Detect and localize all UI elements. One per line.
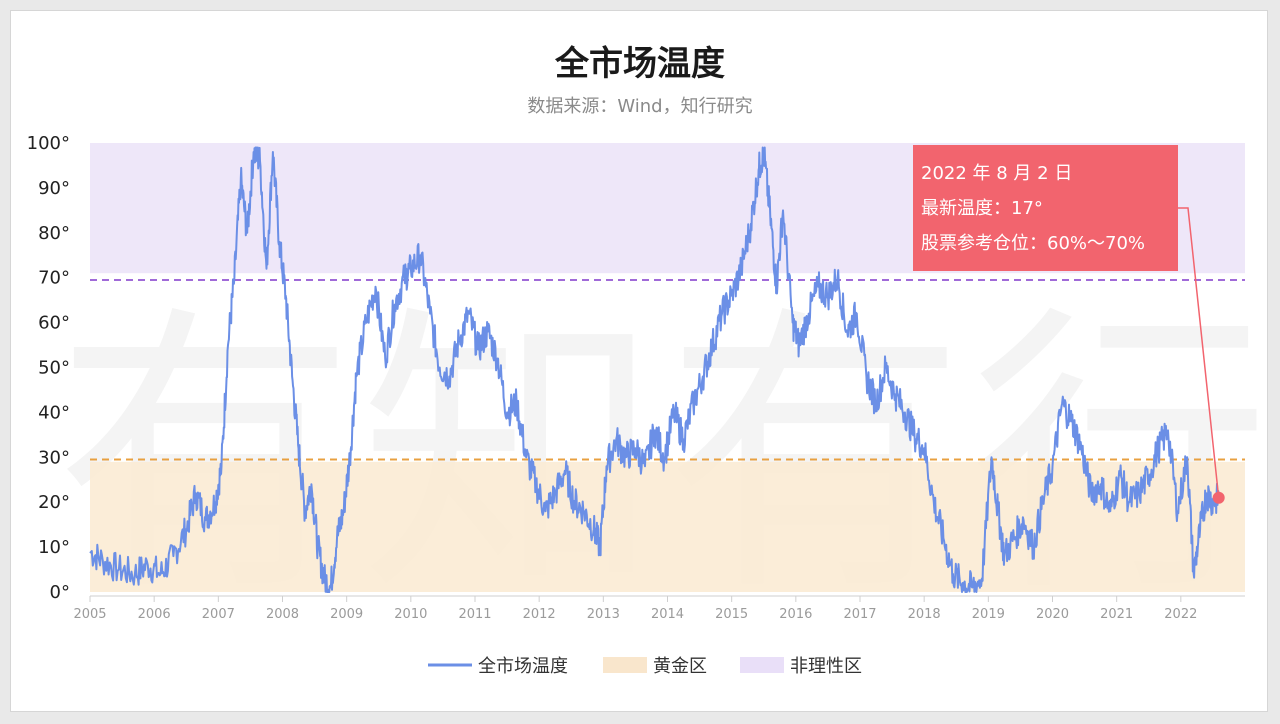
series-line-全市场温度 [89,146,1220,593]
tooltip-pointer-line [1178,207,1220,498]
tooltip-line: 股票参考仓位：60%～70% [921,233,1145,254]
y-tick-label: 0° [50,582,70,603]
x-tick-label: 2022 [1164,607,1197,622]
y-tick-label: 60° [38,313,70,334]
y-tick-label: 40° [38,402,70,423]
y-tick-label: 80° [38,223,70,244]
legend-item[interactable]: 非理性区 [740,656,862,677]
legend-item[interactable]: 全市场温度 [428,656,568,677]
last-point-marker [1212,491,1225,504]
legend-item[interactable]: 黄金区 [603,656,707,677]
legend-swatch [740,657,784,673]
chart-title: 全市场温度 [555,44,725,84]
y-tick-label: 70° [38,268,70,289]
x-tick-label: 2017 [843,607,876,622]
x-tick-label: 2018 [908,607,941,622]
x-tick-label: 2014 [651,607,684,622]
x-tick-label: 2007 [202,607,235,622]
tooltip-line: 2022 年 8 月 2 日 [921,163,1072,184]
chart-frame [10,10,1268,712]
x-tick-label: 2010 [394,607,427,622]
legend[interactable]: 全市场温度 黄金区 非理性区 [428,656,862,677]
y-tick-label: 30° [38,447,70,468]
tooltip-line: 最新温度：17° [921,198,1043,219]
x-tick-label: 2021 [1100,607,1133,622]
legend-label: 全市场温度 [478,656,568,677]
x-tick-label: 2011 [458,607,491,622]
x-tick-label: 2012 [523,607,556,622]
y-tick-label: 20° [38,492,70,513]
x-tick-label: 2016 [779,607,812,622]
chart-subtitle: 数据来源：Wind，知行研究 [527,96,753,117]
x-tick-label: 2015 [715,607,748,622]
tooltip-box [913,145,1178,271]
series [89,146,1220,593]
legend-swatch [603,657,647,673]
y-tick-label: 90° [38,178,70,199]
legend-label: 非理性区 [790,656,862,677]
x-tick-label: 2009 [330,607,363,622]
x-tick-label: 2005 [73,607,106,622]
x-tick-label: 2020 [1036,607,1069,622]
axes: 0° 10° 20° 30° 40° 50° 60° 70° 80° 90° 100° 2005 200… [27,133,1245,622]
y-tick-label: 50° [38,358,70,379]
x-tick-label: 2006 [138,607,171,622]
y-tick-label: 100° [27,133,70,154]
y-tick-label: 10° [38,537,70,558]
x-tick-label: 2008 [266,607,299,622]
golden-zone [90,461,1245,592]
legend-label: 黄金区 [653,656,707,677]
x-tick-label: 2019 [972,607,1005,622]
x-tick-label: 2013 [587,607,620,622]
